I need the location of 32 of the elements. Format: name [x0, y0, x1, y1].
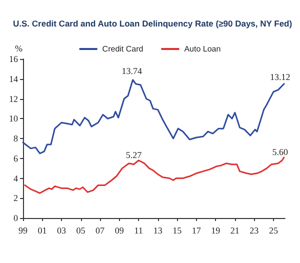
y-tick-label: 6 [14, 153, 18, 164]
x-tick-label: 01 [38, 226, 47, 236]
annotation: 5.60 [272, 146, 289, 157]
y-tick-label: 10 [9, 114, 18, 124]
x-tick-label: 09 [114, 226, 124, 236]
y-tick-label: 0 [14, 213, 18, 223]
annotation: 13.74 [122, 66, 142, 76]
y-tick-label: 4 [14, 173, 18, 184]
x-tick-label: 13 [153, 226, 163, 236]
x-tick-label: 99 [18, 226, 28, 236]
chart-title: U.S. Credit Card and Auto Loan Delinquency Rate (≥90 Days, NY Fed) [13, 18, 292, 28]
x-tick-label: 03 [57, 226, 67, 236]
y-axis-title: % [15, 44, 23, 54]
y-tick-label: 16 [9, 54, 18, 64]
x-tick-label: 21 [230, 226, 240, 236]
y-tick-label: 14 [9, 74, 18, 84]
x-tick-label: 23 [250, 226, 260, 236]
y-tick-label: 12 [9, 94, 18, 104]
x-tick-label: 17 [192, 226, 202, 236]
x-tick-label: 19 [211, 226, 221, 236]
x-tick-label: 11 [134, 226, 143, 236]
x-tick-label: 15 [172, 226, 182, 236]
y-tick-label: 2 [14, 193, 18, 204]
legend-label: Auto Loan [184, 44, 221, 54]
x-tick-label: 07 [96, 226, 106, 236]
x-tick-label: 25 [268, 226, 278, 236]
x-tick-label: 05 [76, 226, 86, 236]
annotation: 13.12 [270, 72, 290, 82]
line-series [24, 156, 285, 194]
annotation: 5.27 [126, 150, 142, 160]
legend-label: Credit Card [102, 44, 144, 54]
y-tick-label: 8 [14, 134, 18, 144]
